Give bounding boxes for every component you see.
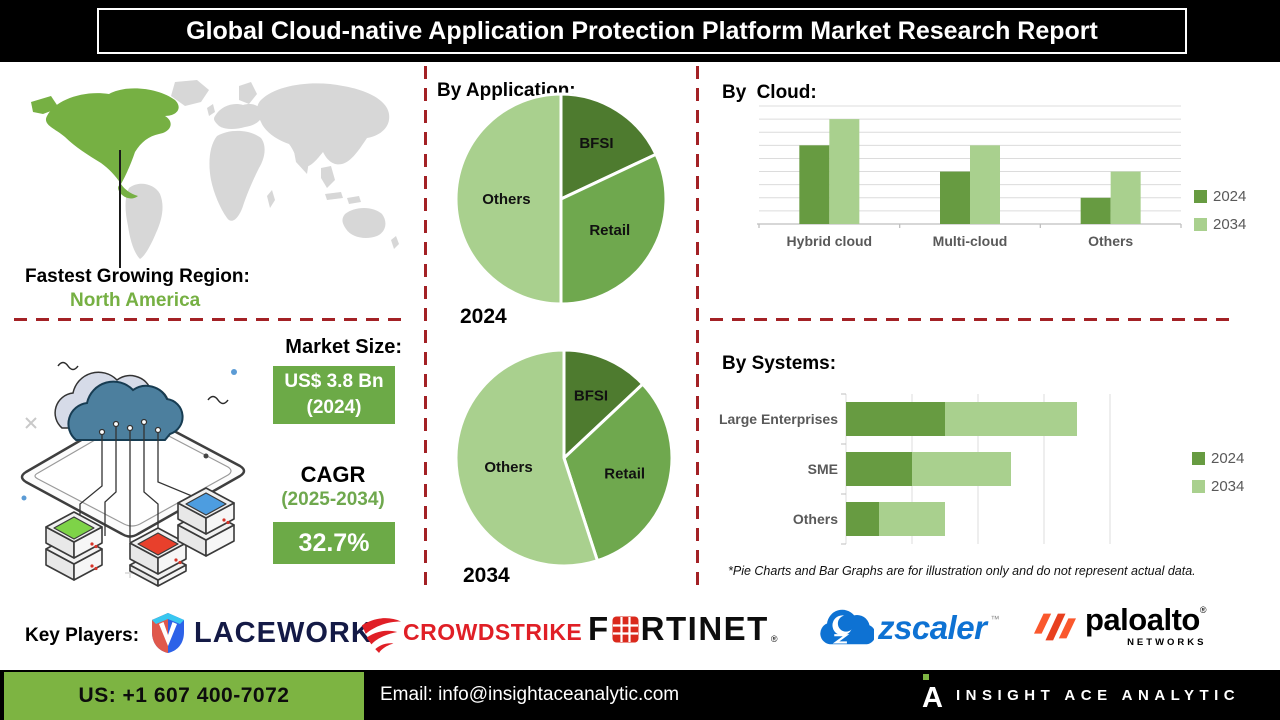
- paloalto-wordmark: paloalto: [1085, 602, 1200, 637]
- footer-brand: A INSIGHT ACE ANALYTIC: [922, 670, 1240, 720]
- key-players-label: Key Players:: [25, 625, 140, 646]
- world-map: [31, 80, 399, 259]
- logo-lacework: LACEWORK: [150, 611, 373, 655]
- server-stack-blue: [177, 487, 235, 557]
- svg-text:Large Enterprises: Large Enterprises: [719, 411, 838, 427]
- paloalto-networks-sub: NETWORKS: [1127, 637, 1207, 648]
- footer-phone: US: +1 607 400-7072: [78, 684, 290, 707]
- svg-text:Others: Others: [484, 459, 532, 476]
- fortinet-grid-icon: [612, 616, 639, 642]
- cagr-period: (2025-2034): [281, 489, 385, 510]
- market-size-label: Market Size:: [285, 336, 402, 358]
- title-bar: Global Cloud-native Application Protecti…: [0, 0, 1280, 62]
- legend-swatch: [1192, 452, 1205, 465]
- svg-text:Retail: Retail: [589, 222, 630, 239]
- title-border-box: Global Cloud-native Application Protecti…: [97, 8, 1187, 54]
- divider-dashed-right: [710, 318, 1234, 321]
- insight-ace-brand-text: INSIGHT ACE ANALYTIC: [955, 686, 1241, 704]
- legend-swatch: [1192, 480, 1205, 493]
- pie-2034-year-label: 2034: [463, 564, 510, 587]
- lacework-shield-icon: [152, 613, 184, 653]
- legend-label: 2034: [1213, 216, 1247, 233]
- server-stack-red: [129, 527, 187, 587]
- divider-dashed-vertical-1: [424, 66, 427, 592]
- paloalto-registered-mark: ®: [1199, 605, 1207, 615]
- legend-label: 2034: [1211, 478, 1245, 495]
- report-title: Global Cloud-native Application Protecti…: [186, 16, 1098, 45]
- legend-row: 2024: [1194, 188, 1246, 205]
- section-title-by-systems: By Systems:: [722, 352, 837, 374]
- pie-2024-year-label: 2024: [460, 305, 507, 328]
- divider-dashed-left: [14, 318, 410, 321]
- svg-text:Others: Others: [482, 191, 530, 208]
- fortinet-registered-mark: ®: [770, 634, 778, 644]
- cagr-value: 32.7%: [298, 528, 370, 557]
- fortinet-wordmark-right: RTINET: [640, 610, 769, 647]
- footer-bar: US: +1 607 400-7072 Email: info@insighta…: [0, 670, 1280, 720]
- map-pointer-line: [119, 150, 121, 268]
- paloalto-text-block: paloalto ® NETWORKS: [1085, 604, 1206, 648]
- crowdstrike-wordmark: CROWDSTRIKE: [403, 618, 583, 645]
- legend-row: 2034: [1194, 216, 1246, 233]
- map-other-continents: [125, 80, 399, 259]
- market-size-year: (2024): [306, 397, 362, 418]
- zscaler-cloud-icon: [820, 609, 874, 645]
- disclaimer-note: *Pie Charts and Bar Graphs are for illus…: [728, 564, 1196, 578]
- svg-text:BFSI: BFSI: [574, 388, 608, 405]
- footer-phone-box: US: +1 607 400-7072: [4, 672, 364, 720]
- cloud-servers-illustration: [20, 361, 246, 587]
- by-cloud-legend: 2024 2034: [1194, 188, 1246, 233]
- footer-email: Email: info@insightaceanalytic.com: [380, 684, 680, 705]
- server-stack-green: [45, 511, 103, 581]
- pie-chart-by-application-2024: BFSI Retail Others: [454, 92, 668, 306]
- paloalto-mark-icon: [1034, 613, 1076, 641]
- market-size-value: US$ 3.8 Bn: [284, 371, 384, 393]
- fortinet-wordmark-left: F: [588, 610, 610, 647]
- map-north-america-highlight: [31, 88, 179, 199]
- legend-row: 2034: [1192, 478, 1244, 495]
- lacework-wordmark: LACEWORK: [194, 616, 373, 649]
- svg-text:Others: Others: [793, 511, 838, 527]
- fastest-region-value: North America: [70, 290, 201, 311]
- logo-zscaler: zscaler ™: [818, 606, 999, 650]
- fastest-region-label: Fastest Growing Region:: [25, 266, 250, 287]
- cloud-front-shape: [67, 380, 184, 441]
- svg-text:Hybrid cloud: Hybrid cloud: [787, 233, 873, 249]
- by-systems-legend: 2024 2034: [1192, 450, 1244, 495]
- legend-swatch: [1194, 218, 1207, 231]
- svg-text:Retail: Retail: [604, 466, 645, 483]
- crowdstrike-falcon-icon: [361, 618, 402, 653]
- svg-text:Others: Others: [1088, 233, 1133, 249]
- logo-crowdstrike: CROWDSTRIKE: [360, 608, 582, 656]
- svg-text:Multi-cloud: Multi-cloud: [933, 233, 1008, 249]
- svg-text:BFSI: BFSI: [579, 135, 613, 152]
- legend-swatch: [1194, 190, 1207, 203]
- cagr-label: CAGR: [300, 462, 366, 487]
- legend-row: 2024: [1192, 450, 1244, 467]
- divider-dashed-vertical-2: [696, 66, 699, 592]
- market-size-value-box: US$ 3.8 Bn (2024): [273, 366, 395, 424]
- bar-chart-by-cloud: Hybrid cloud Multi-cloud Others: [757, 105, 1182, 249]
- logo-paloalto: paloalto ® NETWORKS: [1032, 604, 1206, 648]
- legend-label: 2024: [1211, 450, 1245, 467]
- legend-label: 2024: [1213, 188, 1247, 205]
- zscaler-wordmark: zscaler: [878, 609, 987, 646]
- insight-ace-logo: A: [922, 673, 943, 713]
- cagr-value-box: 32.7%: [273, 522, 395, 564]
- zscaler-trademark: ™: [990, 614, 1000, 624]
- bar-chart-by-systems: Large Enterprises SME Others: [719, 393, 1111, 545]
- logo-fortinet: F RTINET ®: [588, 610, 777, 648]
- pie-chart-by-application-2034: BFSI Retail Others: [454, 348, 674, 568]
- svg-text:SME: SME: [808, 461, 838, 477]
- section-title-by-cloud: By Cloud:: [722, 81, 817, 103]
